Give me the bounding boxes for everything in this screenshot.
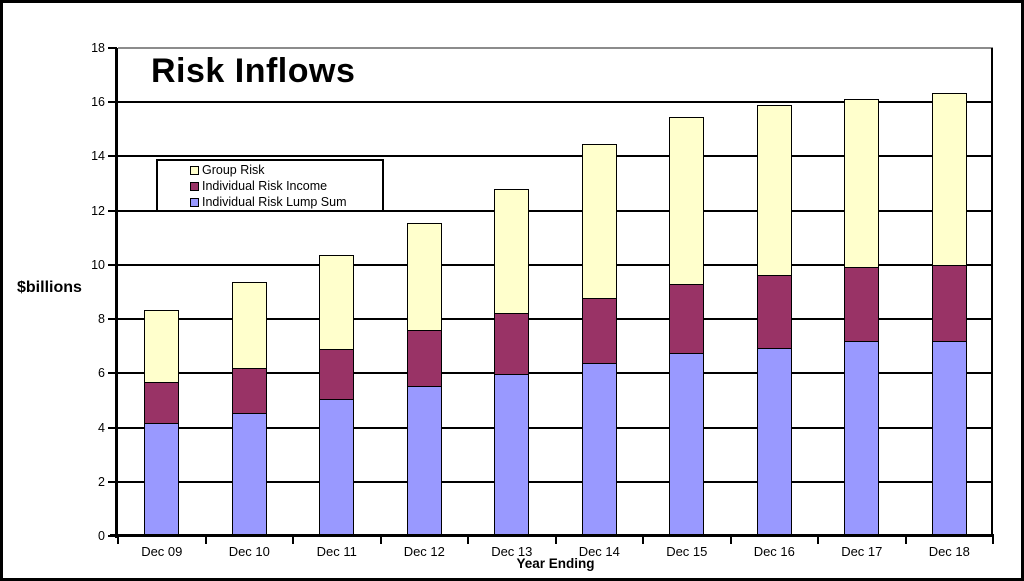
bar-segment-group-risk-dec-18: [931, 92, 967, 267]
x-axis-line: [110, 534, 994, 537]
x-tick-mark-8: [817, 537, 819, 544]
y-tick-mark-8: [108, 318, 117, 321]
bar-segment-individual-risk-lump-sum-dec-15: [669, 352, 705, 536]
y-tick-mark-12: [108, 209, 117, 212]
x-tick-mark-3: [379, 537, 382, 544]
x-tick-label-dec-17: Dec 17: [841, 544, 883, 559]
x-tick-mark-10: [992, 537, 994, 544]
gridline-y-6: [118, 372, 993, 375]
chart-title: Risk Inflows: [151, 52, 356, 90]
x-tick-label-dec-14: Dec 14: [578, 544, 620, 559]
gridline-y-18: [118, 47, 993, 49]
legend-label-group-risk: Group Risk: [202, 163, 265, 177]
legend: Group Risk Individual Risk Income Indivi…: [156, 159, 384, 212]
legend-label-individual-risk-lump-sum: Individual Risk Lump Sum: [202, 195, 347, 209]
gridline-y-2: [118, 480, 993, 483]
legend-item-individual-risk-income: Individual Risk Income: [158, 178, 382, 194]
gridline-y-14: [118, 155, 993, 158]
y-axis-title: $billions: [17, 279, 82, 296]
bar-segment-individual-risk-income-dec-15: [669, 283, 705, 355]
bar-segment-individual-risk-lump-sum-dec-17: [844, 340, 880, 536]
gridline-y-8: [118, 318, 993, 321]
legend-swatch-group-risk: [190, 165, 199, 175]
gridline-y-4: [118, 426, 993, 429]
x-tick-label-dec-16: Dec 16: [753, 544, 795, 559]
x-tick-label-dec-11: Dec 11: [316, 544, 357, 559]
y-tick-label-6: 6: [98, 366, 105, 381]
x-tick-mark-1: [204, 537, 207, 544]
x-tick-label-dec-15: Dec 15: [666, 544, 708, 559]
bar-segment-individual-risk-income-dec-18: [931, 264, 967, 343]
x-tick-label-dec-10: Dec 10: [228, 544, 270, 559]
bar-segment-group-risk-dec-11: [319, 255, 355, 351]
bar-segment-group-risk-dec-10: [231, 282, 267, 370]
y-tick-mark-10: [108, 263, 117, 266]
y-tick-label-0: 0: [98, 529, 105, 543]
x-tick-label-dec-09: Dec 09: [141, 544, 183, 559]
bar-segment-group-risk-dec-15: [669, 117, 705, 286]
x-tick-mark-4: [467, 537, 469, 544]
y-tick-label-8: 8: [98, 312, 105, 327]
x-axis-title: Year Ending: [516, 556, 595, 571]
bar-segment-group-risk-dec-17: [844, 99, 880, 268]
x-tick-mark-5: [554, 537, 557, 544]
bar-segment-individual-risk-income-dec-11: [319, 348, 355, 401]
x-tick-label-dec-13: Dec 13: [491, 544, 533, 559]
bar-segment-individual-risk-lump-sum-dec-11: [319, 398, 355, 536]
bar-segment-group-risk-dec-16: [756, 104, 792, 276]
bar-segment-group-risk-dec-09: [144, 309, 180, 383]
bar-segment-group-risk-dec-13: [494, 188, 530, 314]
y-tick-label-2: 2: [98, 474, 105, 489]
bar-segment-individual-risk-income-dec-14: [581, 297, 617, 364]
bar-segment-individual-risk-income-dec-09: [144, 381, 180, 424]
bar-segment-individual-risk-lump-sum-dec-09: [144, 422, 180, 536]
plot-area: [118, 47, 993, 536]
bar-segment-individual-risk-lump-sum-dec-13: [494, 373, 530, 536]
bar-segment-individual-risk-lump-sum-dec-12: [406, 385, 442, 536]
y-tick-label-18: 18: [91, 41, 105, 55]
x-tick-mark-0: [117, 537, 119, 544]
y-tick-label-4: 4: [98, 420, 105, 435]
plot-right-border: [991, 48, 993, 536]
x-tick-label-dec-12: Dec 12: [403, 544, 445, 559]
bar-segment-individual-risk-income-dec-12: [406, 329, 442, 387]
y-tick-mark-0: [108, 535, 117, 537]
legend-item-individual-risk-lump-sum: Individual Risk Lump Sum: [158, 194, 382, 210]
legend-item-group-risk: Group Risk: [158, 162, 382, 178]
legend-swatch-individual-risk-income: [190, 181, 199, 191]
x-tick-mark-7: [729, 537, 732, 544]
y-axis-line: [115, 48, 118, 538]
gridline-y-10: [118, 263, 993, 266]
bar-segment-individual-risk-income-dec-17: [844, 266, 880, 343]
x-tick-mark-6: [642, 537, 644, 544]
y-tick-label-14: 14: [91, 149, 105, 164]
bar-segment-group-risk-dec-12: [406, 222, 442, 332]
legend-label-individual-risk-income: Individual Risk Income: [202, 179, 328, 193]
y-tick-label-12: 12: [91, 203, 105, 218]
gridline-y-12: [118, 209, 993, 212]
gridline-y-16: [118, 101, 993, 104]
bar-segment-individual-risk-lump-sum-dec-16: [756, 347, 792, 536]
y-tick-mark-4: [108, 426, 117, 429]
y-tick-mark-16: [108, 101, 117, 104]
x-tick-mark-2: [292, 537, 294, 544]
y-tick-label-10: 10: [91, 257, 105, 272]
y-tick-mark-14: [108, 155, 117, 158]
bar-segment-individual-risk-income-dec-10: [231, 367, 267, 414]
x-tick-mark-9: [904, 537, 907, 544]
bar-segment-group-risk-dec-14: [581, 144, 617, 299]
x-tick-label-dec-18: Dec 18: [928, 544, 970, 559]
y-tick-mark-6: [108, 372, 117, 375]
bar-segment-individual-risk-lump-sum-dec-10: [231, 412, 267, 536]
bar-segment-individual-risk-income-dec-16: [756, 274, 792, 349]
bar-segment-individual-risk-lump-sum-dec-18: [931, 340, 967, 536]
y-tick-mark-18: [108, 47, 117, 49]
y-tick-label-16: 16: [91, 95, 105, 110]
y-tick-mark-2: [108, 480, 117, 483]
bar-segment-individual-risk-income-dec-13: [494, 312, 530, 375]
legend-swatch-individual-risk-lump-sum: [190, 197, 199, 207]
bar-segment-individual-risk-lump-sum-dec-14: [581, 362, 617, 536]
